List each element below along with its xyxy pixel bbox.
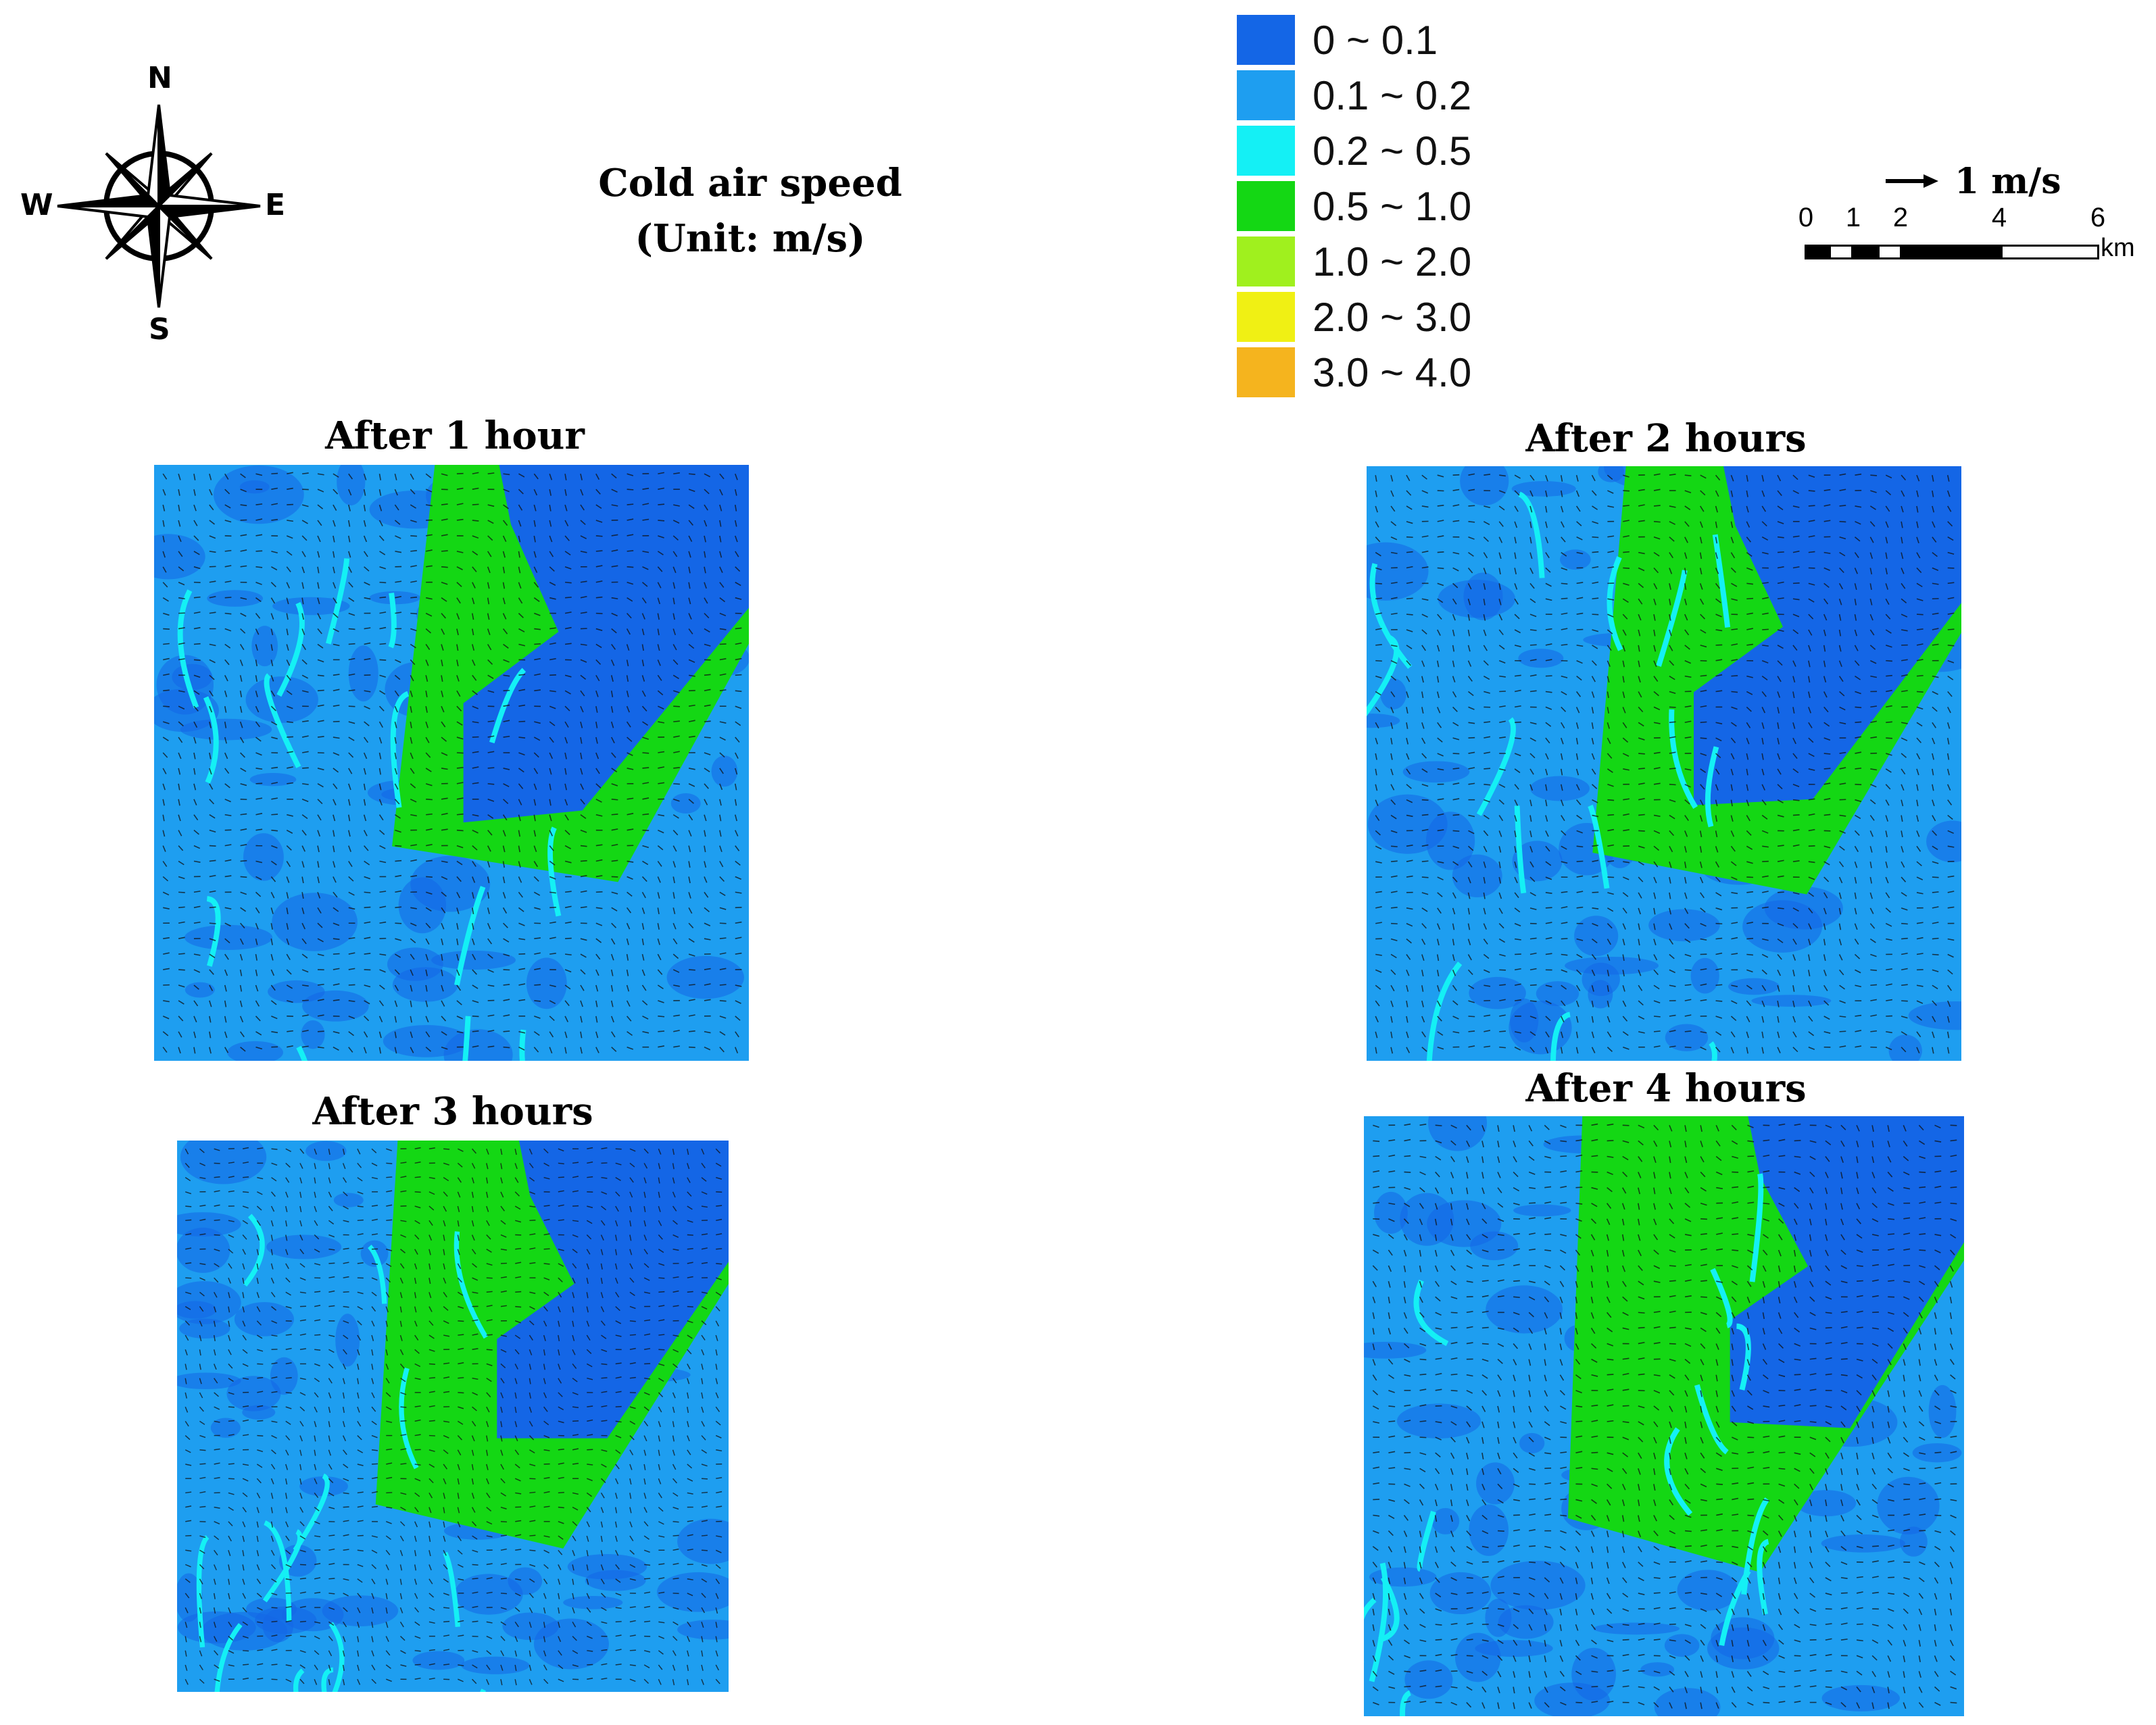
legend-item: 1.0 ~ 2.0 [1237, 234, 1471, 289]
scale-segment [1878, 245, 1902, 259]
title-line-2: (Unit: m/s) [635, 216, 866, 261]
scale-segment [1829, 245, 1853, 259]
compass-east: E [265, 188, 286, 222]
legend-swatch [1237, 292, 1295, 342]
distance-scale-bar: 0 1 2 4 6 km [1784, 203, 2136, 284]
compass-west: W [20, 188, 53, 222]
legend-item: 3.0 ~ 4.0 [1237, 345, 1471, 400]
compass-north: N [147, 61, 172, 95]
legend-label: 0.1 ~ 0.2 [1313, 72, 1472, 118]
map-panel-1h [154, 465, 749, 1061]
scale-segment [1853, 245, 1878, 259]
legend-item: 0.5 ~ 1.0 [1237, 178, 1471, 234]
legend-label: 0.2 ~ 0.5 [1313, 128, 1472, 174]
legend-swatch [1237, 347, 1295, 397]
scale-tick-3: 4 [1991, 203, 2007, 232]
legend-swatch [1237, 126, 1295, 176]
scale-segment [1902, 245, 2001, 259]
vector-scale-key: 1 m/s [1886, 154, 2061, 208]
legend-swatch [1237, 181, 1295, 231]
arrow-icon [1886, 174, 1938, 188]
title-line-1: Cold air speed [598, 161, 902, 205]
legend-label: 2.0 ~ 3.0 [1313, 294, 1472, 340]
scale-tick-4: 6 [2090, 203, 2106, 232]
compass-south: S [149, 312, 170, 347]
scale-unit: km [2101, 234, 2135, 262]
legend-item: 2.0 ~ 3.0 [1237, 289, 1471, 345]
legend-item: 0.1 ~ 0.2 [1237, 68, 1471, 123]
scale-segment [2001, 245, 2099, 259]
panel-title-2h: After 2 hours [1525, 416, 1807, 461]
compass-rose: N S E W [20, 61, 304, 358]
map-panel-4h [1364, 1116, 1964, 1716]
scale-tick-0: 0 [1798, 203, 1814, 232]
map-panel-2h [1367, 466, 1961, 1061]
legend-label: 0.5 ~ 1.0 [1313, 183, 1472, 229]
speed-legend: 0 ~ 0.1 0.1 ~ 0.2 0.2 ~ 0.5 0.5 ~ 1.0 1.0 ~ … [1237, 12, 1471, 400]
panel-title-3h: After 3 hours [312, 1089, 593, 1134]
arrow-key-label: 1 m/s [1955, 160, 2061, 202]
legend-swatch [1237, 236, 1295, 286]
map-panel-3h [177, 1141, 729, 1692]
scale-segment [1805, 245, 1829, 259]
map-title: Cold air speed (Unit: m/s) [527, 155, 973, 266]
panel-title-4h: After 4 hours [1525, 1066, 1807, 1111]
legend-swatch [1237, 70, 1295, 120]
scale-tick-2: 2 [1892, 203, 1909, 232]
legend-label: 3.0 ~ 4.0 [1313, 349, 1472, 395]
panel-title-1h: After 1 hour [325, 414, 585, 458]
legend-label: 0 ~ 0.1 [1313, 17, 1438, 63]
scale-tick-1: 1 [1845, 203, 1861, 232]
legend-item: 0.2 ~ 0.5 [1237, 123, 1471, 178]
legend-label: 1.0 ~ 2.0 [1313, 239, 1472, 284]
legend-item: 0 ~ 0.1 [1237, 12, 1471, 68]
legend-swatch [1237, 15, 1295, 65]
